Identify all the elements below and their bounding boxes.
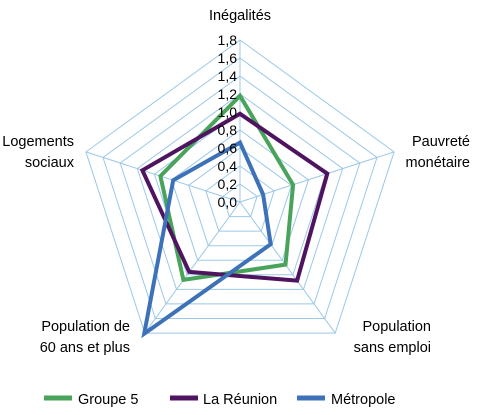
- tick-label: 0,0: [218, 194, 238, 210]
- tick-label: 1,4: [218, 68, 238, 84]
- tick-label: 0,4: [218, 158, 238, 174]
- axis-label: Pauvreté monétaire: [406, 134, 470, 171]
- grid-ring: [222, 183, 258, 218]
- tick-label: 1,6: [218, 50, 238, 66]
- tick-label: 0,6: [218, 140, 238, 156]
- grid-ring: [170, 129, 310, 261]
- grid-ring: [119, 75, 361, 305]
- grid-ring: [205, 165, 275, 232]
- grid-spoke: [144, 201, 241, 334]
- tick-label: 1,2: [218, 86, 238, 102]
- tick-label: 0,8: [218, 122, 238, 138]
- grid-spoke: [239, 151, 395, 203]
- axis-label: Population sans emploi: [354, 319, 431, 356]
- tick-label: 1,8: [218, 32, 238, 48]
- tick-label: 1,0: [218, 104, 238, 120]
- axis-label: Logements sociaux: [2, 134, 74, 171]
- legend-label: Métropole: [331, 392, 395, 408]
- legend-label: Groupe 5: [78, 392, 138, 408]
- axis-label: Inégalités: [209, 8, 271, 24]
- axis-labels: Inégalités Pauvreté monétaire Population san…: [2, 8, 470, 356]
- grid-ring: [85, 39, 395, 334]
- axis-label: Population de 60 ans et plus: [40, 319, 130, 356]
- radar-series: [139, 92, 330, 339]
- series-line-la-réunion: [139, 111, 330, 283]
- tick-label: 0,2: [218, 176, 238, 192]
- legend: Groupe 5 La Réunion Métropole: [44, 392, 395, 408]
- series-line-métropole: [141, 139, 273, 339]
- grid-ring: [188, 147, 292, 247]
- grid-spoke: [85, 151, 241, 203]
- radial-tick-labels: 0,0 0,2 0,4 0,6 0,8 1,0 1,2 1,4 1,6 1,8: [218, 32, 238, 210]
- radar-grid: [85, 39, 395, 334]
- grid-ring: [136, 93, 344, 290]
- grid-spoke: [239, 201, 336, 334]
- legend-label: La Réunion: [203, 392, 277, 408]
- grid-ring: [102, 57, 378, 319]
